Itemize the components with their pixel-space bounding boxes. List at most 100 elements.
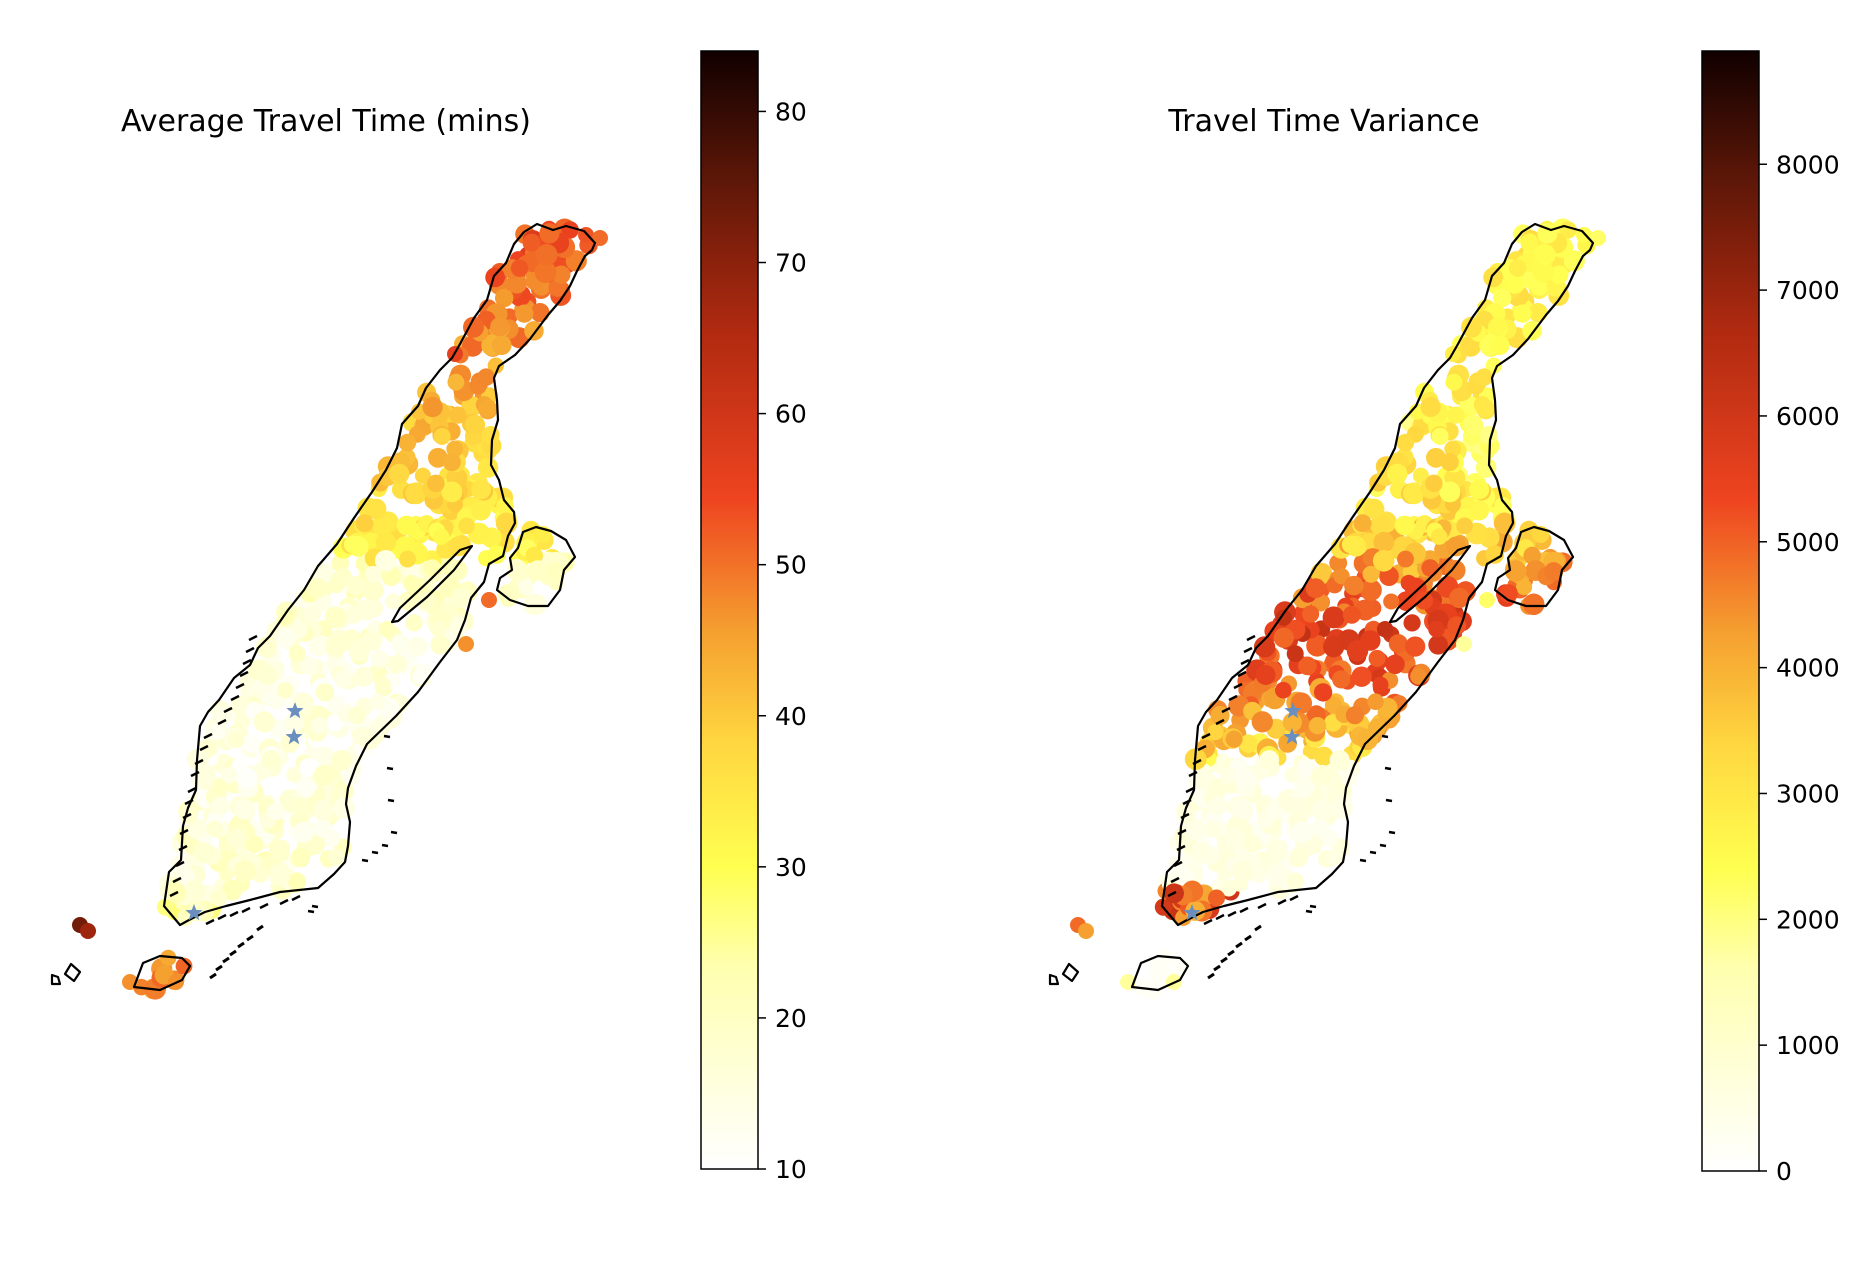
- data-point: [447, 373, 465, 391]
- data-point: [1449, 587, 1470, 609]
- pier: [1167, 890, 1177, 898]
- data-point: [1359, 579, 1382, 602]
- colorbar-tick-label: 6000: [1776, 402, 1840, 431]
- data-point: [160, 949, 177, 967]
- outline-roosevelt-island: [1388, 544, 1472, 624]
- colorbar-tick-label: 50: [775, 551, 807, 580]
- data-point: [1329, 750, 1350, 771]
- map-panel-travel-time-variance: Travel Time Variance: [1048, 104, 1606, 1000]
- data-point: [1341, 535, 1360, 554]
- data-point: [1368, 649, 1386, 667]
- data-point: [1376, 620, 1394, 638]
- data-point: [1479, 592, 1495, 608]
- pier: [1243, 646, 1253, 654]
- data-point: [375, 531, 397, 553]
- data-point: [211, 796, 230, 816]
- data-point: [1372, 676, 1389, 693]
- data-point: [1288, 847, 1309, 868]
- data-point: [470, 500, 492, 521]
- data-point: [402, 574, 419, 591]
- data-point: [1265, 803, 1283, 821]
- data-point: [221, 766, 239, 784]
- colorbar-tick-label: 70: [775, 249, 807, 278]
- data-point: [1439, 481, 1461, 503]
- data-point: [515, 304, 534, 323]
- data-point: [1492, 288, 1512, 308]
- pier: [1182, 798, 1192, 806]
- data-point: [1311, 593, 1330, 612]
- outline-liberty-island: [1061, 962, 1080, 983]
- data-point: [1397, 550, 1414, 568]
- data-point: [388, 463, 410, 485]
- colorbar-tick-label: 10: [775, 1155, 807, 1184]
- outline-ellis-island: [1048, 973, 1060, 986]
- pier: [387, 798, 395, 803]
- data-point: [1520, 233, 1539, 252]
- data-point: [1273, 627, 1294, 648]
- data-point: [1446, 536, 1467, 557]
- pier: [1197, 744, 1207, 752]
- data-point: [372, 514, 394, 536]
- data-point: [524, 593, 547, 616]
- colorbar-average-travel-time: 10 20 30 40 50 60 70 80: [700, 50, 807, 1184]
- data-point: [1403, 614, 1421, 632]
- data-point: [1207, 889, 1226, 907]
- pier: [194, 758, 204, 766]
- data-point: [522, 233, 541, 252]
- data-point: [458, 636, 474, 652]
- data-point: [1469, 479, 1490, 500]
- pier: [175, 860, 185, 868]
- data-point: [1403, 482, 1426, 505]
- pier: [1237, 670, 1247, 678]
- outline-roosevelt-island: [390, 544, 474, 624]
- data-point: [442, 453, 461, 472]
- pier: [215, 964, 223, 972]
- colorbar-ticks: 0 1000 2000 3000 4000 5000 6000 7000 8000: [1759, 150, 1840, 1186]
- location-markers: [185, 702, 304, 921]
- data-point: [1489, 335, 1510, 356]
- data-point: [252, 866, 269, 883]
- pier: [1246, 634, 1256, 642]
- data-point: [1275, 609, 1292, 626]
- pier: [1215, 913, 1225, 921]
- pier: [1192, 758, 1202, 766]
- data-point: [1386, 463, 1408, 485]
- data-point: [1363, 498, 1385, 520]
- data-point: [370, 649, 388, 667]
- pier: [1227, 910, 1237, 918]
- data-point: [276, 681, 294, 699]
- data-point: [344, 605, 363, 624]
- pier: [1305, 909, 1313, 914]
- data-point: [1293, 777, 1314, 798]
- pier: [229, 949, 237, 957]
- data-point: [1268, 842, 1289, 862]
- data-point: [193, 841, 215, 863]
- data-point: [312, 818, 333, 839]
- outline-manhattan: [162, 222, 597, 927]
- data-point: [1528, 302, 1548, 323]
- data-point: [481, 426, 500, 444]
- data-point: [477, 368, 495, 386]
- pier: [259, 902, 269, 910]
- pier: [246, 934, 254, 942]
- data-point: [1191, 841, 1213, 863]
- outline-liberty-island: [63, 962, 82, 983]
- data-point: [1420, 396, 1441, 418]
- data-point: [334, 670, 353, 689]
- location-star-icon: [185, 904, 203, 921]
- location-star-icon: [1183, 904, 1201, 921]
- data-point: [510, 259, 529, 277]
- data-point: [530, 302, 550, 323]
- data-point: [1253, 636, 1276, 658]
- data-point: [525, 546, 543, 565]
- pier: [386, 766, 394, 771]
- data-point: [1475, 457, 1497, 478]
- data-point: [80, 923, 96, 939]
- pier: [187, 786, 197, 794]
- outline-randalls-island: [1493, 525, 1575, 608]
- data-point: [313, 593, 332, 612]
- colorbar-tick-label: 4000: [1776, 654, 1840, 683]
- data-point: [313, 764, 335, 786]
- data-point: [399, 550, 416, 568]
- data-point: [491, 335, 512, 356]
